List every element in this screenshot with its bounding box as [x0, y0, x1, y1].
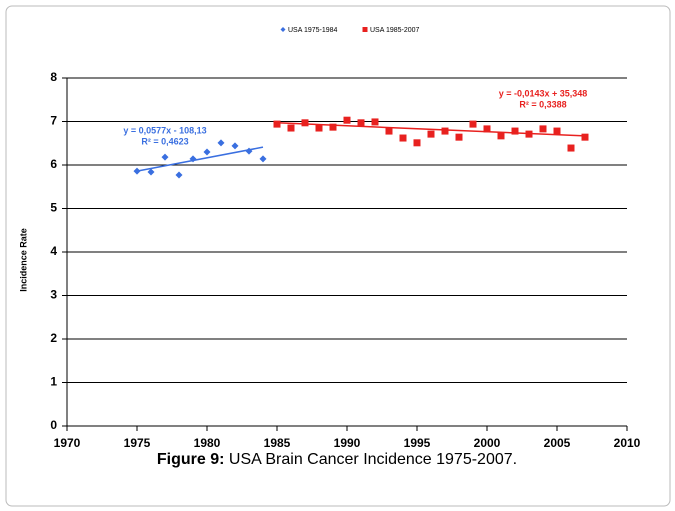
- chart-frame: [5, 5, 671, 507]
- legend-marker: [280, 27, 286, 32]
- point: [385, 127, 393, 135]
- legend-label: USA 1975-1984: [288, 27, 338, 34]
- trend-equation: y = -0,0143x + 35,348: [499, 88, 588, 98]
- point: [483, 125, 491, 133]
- trendline: [136, 146, 264, 172]
- legend-marker: [362, 27, 368, 32]
- x-tick-label: 1970: [54, 436, 81, 450]
- point: [343, 116, 351, 124]
- point: [357, 119, 365, 127]
- trend-equation: y = 0,0577x - 108,13: [123, 125, 206, 135]
- point: [301, 119, 309, 127]
- x-tick-label: 2005: [544, 436, 571, 450]
- x-tick-label: 1985: [264, 436, 291, 450]
- point: [553, 127, 561, 135]
- point: [539, 125, 547, 133]
- point: [399, 134, 407, 142]
- caption-text: USA Brain Cancer Incidence 1975-2007.: [229, 451, 517, 468]
- point: [455, 133, 463, 141]
- point: [469, 120, 477, 128]
- x-tick-label: 2010: [614, 436, 641, 450]
- y-tick-label: 7: [50, 114, 57, 128]
- trend-equation: R² = 0,4623: [141, 136, 188, 146]
- y-tick-label: 5: [50, 201, 57, 215]
- y-tick-label: 6: [50, 157, 57, 171]
- point: [245, 147, 253, 155]
- y-tick-label: 4: [50, 244, 57, 258]
- y-tick-label: 1: [50, 375, 57, 389]
- point: [161, 153, 169, 161]
- y-tick-label: 2: [50, 331, 57, 345]
- point: [511, 127, 519, 135]
- point: [567, 144, 575, 152]
- x-tick-label: 1990: [334, 436, 361, 450]
- caption-label: Figure 9:: [157, 451, 225, 468]
- point: [525, 130, 533, 138]
- point: [315, 124, 323, 132]
- x-tick-label: 1980: [194, 436, 221, 450]
- point: [203, 148, 211, 156]
- point: [217, 139, 225, 147]
- point: [287, 124, 295, 132]
- point: [371, 118, 379, 126]
- point: [231, 142, 239, 150]
- point: [189, 155, 197, 163]
- x-tick-label: 2000: [474, 436, 501, 450]
- point: [413, 139, 421, 147]
- point: [273, 120, 281, 128]
- point: [175, 171, 183, 179]
- trendline: [276, 122, 586, 137]
- x-tick-label: 1975: [124, 436, 151, 450]
- legend-item: USA 1975-1984: [280, 27, 338, 34]
- legend-label: USA 1985-2007: [370, 27, 420, 34]
- point: [427, 130, 435, 138]
- y-tick-label: 0: [50, 418, 57, 432]
- caption: Figure 9: USA Brain Cancer Incidence 197…: [157, 451, 517, 468]
- legend-item: USA 1985-2007: [362, 27, 420, 34]
- point: [147, 168, 155, 176]
- point: [133, 167, 141, 175]
- y-tick-label: 8: [50, 70, 57, 84]
- point: [497, 132, 505, 140]
- y-tick-label: 3: [50, 288, 57, 302]
- point: [329, 123, 337, 131]
- point: [259, 155, 267, 163]
- point: [581, 133, 589, 141]
- x-tick-label: 1995: [404, 436, 431, 450]
- y-axis-label: Incidence Rate: [18, 228, 28, 292]
- point: [441, 127, 449, 135]
- trend-equation: R² = 0,3388: [519, 99, 566, 109]
